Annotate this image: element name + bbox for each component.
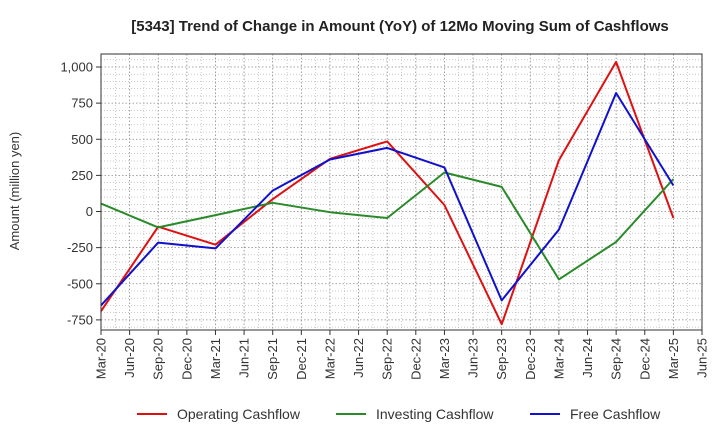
plot-frame [100,53,703,331]
x-tick-label: Dec-24 [637,338,652,380]
x-tick-label: Jun-25 [695,338,710,378]
x-tick-label: Sep-23 [494,338,509,380]
x-tick-label: Sep-22 [380,338,395,380]
legend-label: Investing Cashflow [376,406,494,422]
grid [100,54,703,330]
x-tick-label: Sep-24 [609,338,624,380]
x-axis-ticks: Mar-20 Jun-20 Sep-20 Dec-20 Mar-21 Jun-21 Sep-… [94,330,710,380]
x-tick-label: Mar-20 [94,338,109,379]
x-tick-label: Dec-20 [179,338,194,380]
x-tick-label: Jun-22 [351,338,366,378]
x-tick-label: Sep-21 [265,338,280,380]
y-tick-label: -250 [67,240,93,255]
x-tick-label: Sep-20 [151,338,166,380]
x-tick-label: Dec-21 [294,338,309,380]
y-tick-label: 0 [86,204,93,219]
y-tick-label: 250 [71,168,93,183]
series-line-free-cashflow [100,92,675,307]
chart-title: [5343] Trend of Change in Amount (YoY) o… [131,18,669,35]
x-tick-label: Dec-22 [408,338,423,380]
x-tick-label: Mar-21 [208,338,223,379]
x-tick-label: Jun-24 [580,338,595,378]
x-tick-label: Dec-23 [523,338,538,380]
y-tick-label: 750 [71,96,93,111]
x-tick-label: Jun-20 [122,338,137,378]
x-tick-label: Mar-25 [666,338,681,379]
legend: Operating Cashflow Investing Cashflow Free… [137,406,661,422]
x-tick-label: Jun-23 [466,338,481,378]
x-tick-label: Jun-21 [237,338,252,378]
y-axis-ticks: 1,000 750 500 250 0 -250 -500 -750 [60,60,101,327]
x-tick-label: Mar-24 [551,338,566,379]
series-line-operating-cashflow [100,60,675,326]
y-tick-label: 500 [71,132,93,147]
legend-label: Operating Cashflow [177,406,301,422]
y-tick-label: -750 [67,312,93,327]
y-tick-label: 1,000 [60,60,93,75]
series-line-investing-cashflow [100,171,675,281]
x-tick-label: Mar-23 [437,338,452,379]
x-tick-label: Mar-22 [322,338,337,379]
legend-label: Free Cashflow [570,406,661,422]
y-tick-label: -500 [67,276,93,291]
series-lines [100,60,675,326]
y-axis-label: Amount (million yen) [7,132,22,251]
